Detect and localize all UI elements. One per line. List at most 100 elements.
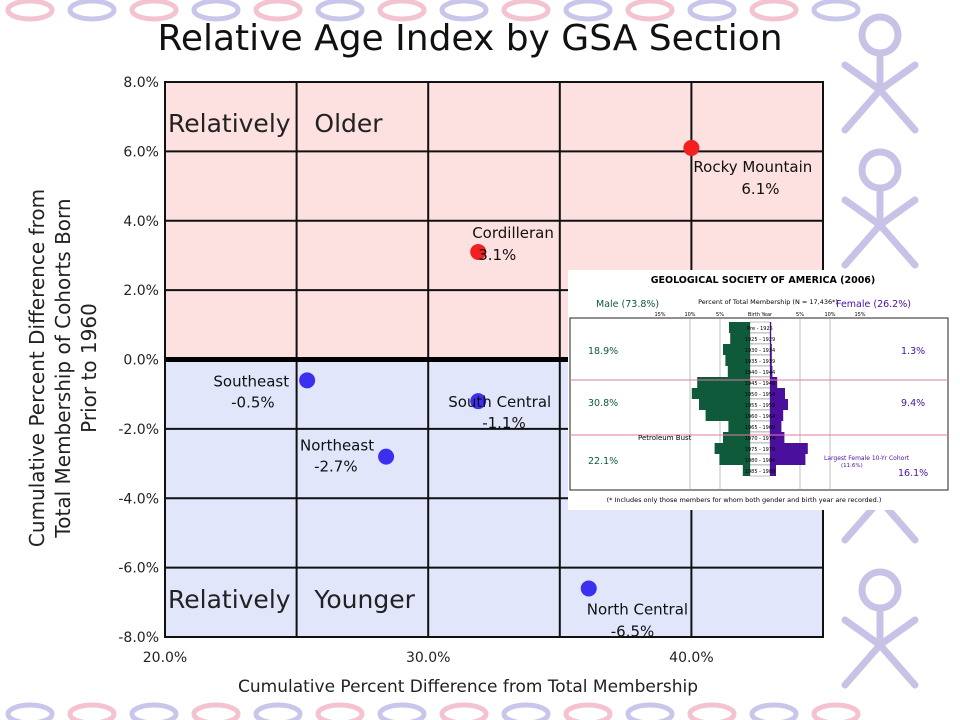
data-point [683, 139, 700, 156]
region-label-younger: Relatively Younger [168, 585, 416, 614]
inset-female-bar [770, 377, 778, 388]
point-value-label: 6.1% [741, 180, 779, 198]
inset-tick-label: 10% [684, 312, 695, 318]
y-tick-label: 8.0% [123, 75, 159, 91]
inset-male-bar [728, 421, 750, 432]
y-axis-label: Cumulative Percent Difference from Total… [25, 189, 101, 547]
top-oval [5, 0, 55, 22]
bottom-oval [377, 702, 427, 720]
data-point [299, 372, 316, 389]
inset-cohort-label: 1975 - 1979 [745, 447, 775, 453]
inset-tick-label: 10% [824, 312, 835, 318]
data-point-group: Cordilleran 3.1% [470, 224, 554, 264]
inset-female-bar [770, 333, 772, 344]
x-axis-label: Cumulative Percent Difference from Total… [238, 677, 698, 697]
x-tick-label: 20.0% [143, 650, 187, 666]
inset-male-percent: 22.1% [588, 456, 618, 467]
point-label: Rocky Mountain [693, 158, 812, 176]
y-axis-label-line-1: Cumulative Percent Difference from [25, 189, 49, 547]
bottom-oval [687, 702, 737, 720]
point-value-label: -2.7% [314, 458, 358, 476]
x-tick-label: 30.0% [406, 650, 450, 666]
y-tick-label: -2.0% [118, 422, 159, 438]
inset-cohort-label: 1955 - 1959 [745, 403, 775, 409]
bottom-oval [749, 702, 799, 720]
inset-male-bar [742, 465, 750, 476]
inset-male-bar [730, 333, 750, 344]
inset-tick-label: 15% [654, 312, 665, 318]
top-oval [129, 0, 179, 22]
inset-tick-label: Birth Year [748, 312, 773, 318]
inset-pyramid-svg: GEOLOGICAL SOCIETY OF AMERICA (2006) Mal… [569, 275, 949, 504]
top-oval [67, 0, 117, 22]
inset-male-bar [705, 410, 750, 421]
y-tick-label: 6.0% [123, 144, 159, 160]
inset-female-bar [770, 421, 782, 432]
inset-cohort-label: 1935 - 1939 [745, 359, 775, 365]
inset-male-bar [723, 344, 750, 355]
inset-cohort-label: 1970 - 1974 [745, 436, 775, 442]
bottom-oval [253, 702, 303, 720]
stick-figure-icon [841, 13, 919, 134]
inset-annotation-right-2: (11.6%) [841, 463, 863, 469]
inset-axis-ticks: 15% 10% 5% Birth Year 5% 10% 15% [654, 312, 865, 318]
y-axis-label-line-2: Total Membership of Cohorts Born [51, 198, 75, 538]
top-oval [687, 0, 737, 22]
inset-male-bar [699, 399, 750, 410]
inset-tick-label: 15% [854, 312, 865, 318]
data-point [580, 580, 597, 597]
top-oval [563, 0, 613, 22]
bottom-oval [67, 702, 117, 720]
inset-female-bar [770, 355, 772, 366]
inset-tick-label: 5% [716, 312, 724, 318]
top-oval [625, 0, 675, 22]
page-title: Relative Age Index by GSA Section [157, 18, 783, 59]
bottom-oval [501, 702, 551, 720]
inset-female-label: Female (26.2%) [836, 299, 911, 310]
inset-title: GEOLOGICAL SOCIETY OF AMERICA (2006) [651, 275, 876, 286]
top-oval [315, 0, 365, 22]
inset-cohort-label: 1940 - 1944 [745, 370, 775, 376]
y-axis-label-line-3: Prior to 1960 [77, 303, 101, 433]
inset-footnote: (* Includes only those members for whom … [607, 496, 882, 504]
inset-cohort-label: 1985 - 1989 [745, 469, 775, 475]
inset-cohort-label: 1945 - 1949 [745, 381, 775, 387]
bottom-oval [5, 702, 55, 720]
point-value-label: -0.5% [231, 393, 275, 411]
top-oval [501, 0, 551, 22]
inset-female-percent: 9.4% [901, 398, 925, 409]
point-value-label: -6.5% [611, 622, 655, 640]
data-points: Rocky Mountain 6.1% Cordilleran 3.1% Southea… [213, 139, 812, 640]
inset-male-percent: 18.9% [588, 346, 618, 357]
y-tick-label: 2.0% [123, 283, 159, 299]
inset-cohort-label: 1965 - 1969 [745, 425, 775, 431]
inset-percent-labels: 18.9% 30.8% 22.1% 1.3% 9.4% 16.1% [588, 346, 928, 479]
data-point-group: North Central -6.5% [580, 580, 688, 640]
inset-tick-label: 5% [796, 312, 804, 318]
stick-figure-icon [841, 568, 919, 689]
inset-cohort-label: 1960 - 1964 [745, 414, 775, 420]
inset-female-percent: 16.1% [898, 468, 928, 479]
data-point [470, 393, 487, 410]
bottom-oval [811, 702, 861, 720]
inset-bars: Pre - 1925 1925 - 1929 1930 - 1934 1935 - 1… [691, 321, 808, 477]
inset-female-bar [770, 454, 806, 465]
data-point-group: Rocky Mountain 6.1% [683, 139, 812, 198]
inset-female-bar [770, 443, 808, 454]
point-label: Southeast [213, 372, 289, 390]
point-label: South Central [448, 393, 551, 411]
bottom-oval [315, 702, 365, 720]
x-axis-ticks: 20.0% 30.0% 40.0% [143, 650, 714, 666]
inset-cohort-label: 1925 - 1929 [745, 337, 775, 343]
point-value-label: -1.1% [482, 414, 526, 432]
top-oval [253, 0, 303, 22]
inset-male-percent: 30.8% [588, 398, 618, 409]
top-oval [811, 0, 861, 22]
data-point [470, 243, 487, 260]
inset-dividers [570, 379, 948, 436]
inset-female-bar [770, 388, 785, 399]
data-point-group: Southeast -0.5% [213, 372, 316, 411]
y-axis-ticks: 8.0% 6.0% 4.0% 2.0% 0.0% -2.0% -4.0% -6.0% -8.0% [118, 75, 159, 646]
